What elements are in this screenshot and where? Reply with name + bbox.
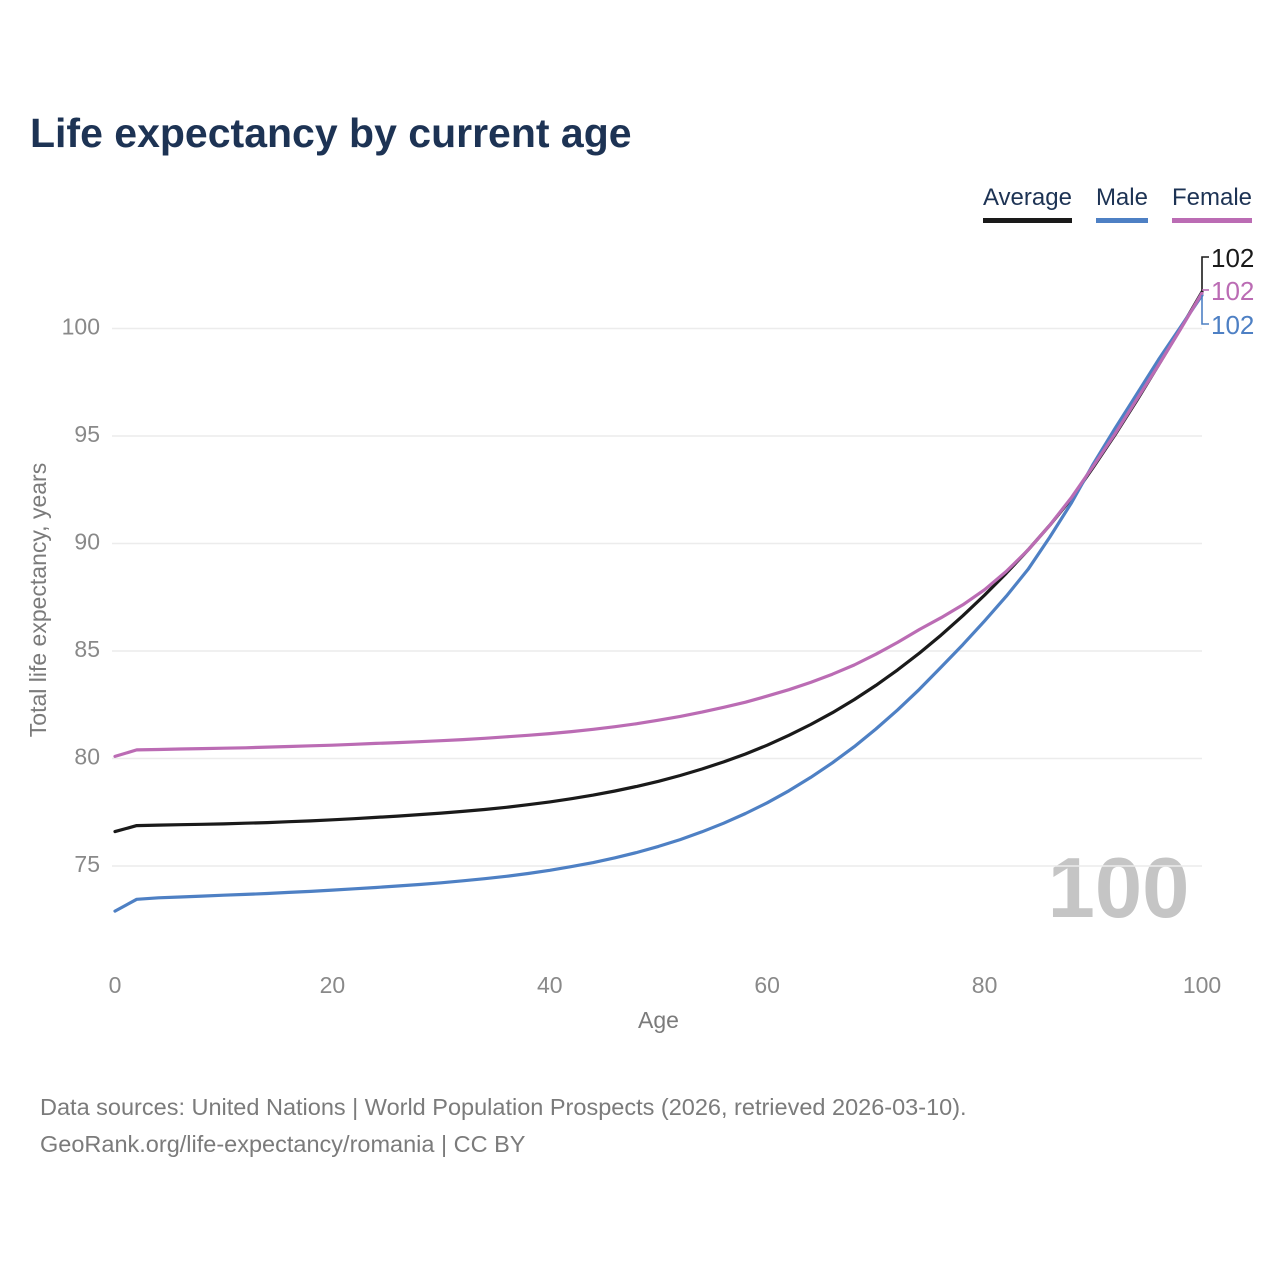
x-axis-title: Age	[638, 1007, 679, 1033]
legend-item-female[interactable]: Female	[1171, 184, 1252, 224]
x-tick-60: 60	[754, 972, 780, 998]
y-tick-80: 80	[74, 744, 100, 770]
data-source-note: Data sources: United Nations | World Pop…	[40, 1089, 1240, 1163]
data-source-line-1: Data sources: United Nations | World Pop…	[40, 1094, 967, 1120]
end-value-male: 102	[1211, 310, 1255, 340]
hovered-age-watermark: 100	[1047, 841, 1190, 936]
bracket-male	[1201, 295, 1209, 325]
legend-item-male[interactable]: Male	[1095, 184, 1148, 224]
y-tick-100: 100	[62, 314, 100, 340]
y-axis-title: Total life expectancy, years	[25, 463, 51, 737]
axis-titles: Age Total life expectancy, years	[25, 463, 679, 1033]
axis-tick-labels: 75 80 85 90 95 100 0 20 40 60 80 100	[62, 314, 1222, 998]
x-tick-40: 40	[537, 972, 563, 998]
x-tick-0: 0	[109, 972, 122, 998]
y-tick-75: 75	[74, 851, 100, 877]
series-line-female[interactable]	[113, 291, 1204, 759]
page-title: Life expectancy by current age	[30, 110, 632, 156]
end-value-female: 102	[1211, 276, 1255, 306]
end-value-average: 102	[1211, 243, 1255, 273]
series-lines	[113, 290, 1204, 913]
y-tick-90: 90	[74, 529, 100, 555]
chart-legend: Average Male Female	[982, 184, 1252, 224]
x-tick-20: 20	[320, 972, 346, 998]
series-line-average[interactable]	[113, 290, 1204, 834]
bracket-average	[1201, 256, 1209, 292]
y-tick-95: 95	[74, 421, 100, 447]
legend-item-average[interactable]: Average	[982, 184, 1072, 224]
data-source-line-2: GeoRank.org/life-expectancy/romania | CC…	[40, 1131, 526, 1157]
gridlines	[112, 327, 1202, 867]
end-label-brackets	[1201, 256, 1209, 325]
x-tick-80: 80	[972, 972, 998, 998]
x-tick-100: 100	[1183, 972, 1221, 998]
series-line-male[interactable]	[113, 293, 1204, 913]
y-tick-85: 85	[74, 636, 100, 662]
